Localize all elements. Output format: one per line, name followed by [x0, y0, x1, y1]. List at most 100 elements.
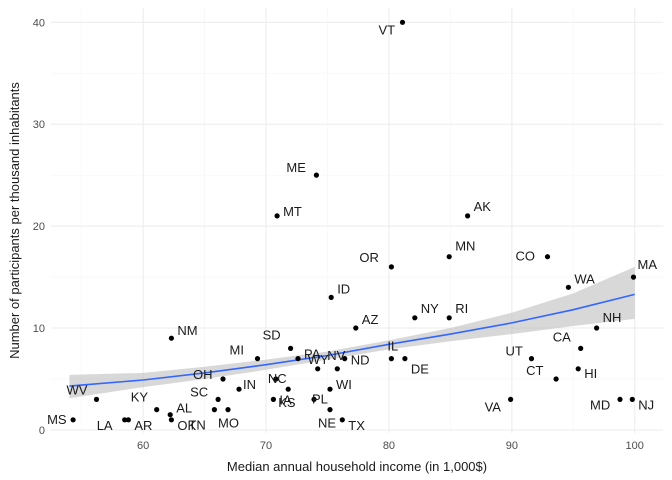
point-label-ak: AK — [474, 199, 492, 214]
data-point-md — [617, 396, 623, 402]
data-point-me — [313, 172, 319, 178]
data-point-al — [167, 412, 173, 418]
data-point-pa — [295, 356, 301, 362]
point-label-de: DE — [411, 362, 429, 377]
point-label-nm: NM — [177, 323, 197, 338]
data-point-mi — [254, 356, 261, 362]
data-point-or — [388, 264, 394, 270]
point-label-ny: NY — [421, 301, 439, 316]
point-label-wv: WV — [67, 382, 88, 397]
point-label-ne: NE — [318, 416, 336, 431]
point-label-oh: OH — [193, 367, 213, 382]
data-point-nc — [273, 376, 279, 382]
data-point-la — [122, 417, 128, 423]
data-point-wy — [315, 366, 321, 372]
data-point-va — [508, 396, 514, 402]
point-label-me: ME — [286, 160, 306, 175]
grid-lines — [51, 8, 663, 433]
data-point-pl — [311, 396, 317, 402]
data-point-mn — [446, 254, 452, 260]
point-label-ma: MA — [638, 257, 658, 272]
data-point-ia — [270, 396, 276, 402]
data-point-wa — [565, 284, 572, 290]
point-label-or: OR — [359, 250, 379, 265]
point-label-md: MD — [590, 397, 610, 412]
x-tick-label: 60 — [137, 440, 149, 452]
point-label-nc: NC — [268, 371, 287, 386]
data-point-vt — [399, 19, 406, 25]
x-axis-title: Median annual household income (in 1,000… — [227, 459, 487, 474]
point-label-nj: NJ — [638, 397, 654, 412]
point-label-ia: IA — [279, 392, 292, 407]
point-label-hi: HI — [584, 366, 597, 381]
data-point-nm — [168, 335, 174, 341]
data-point-tx — [339, 417, 345, 423]
data-point-id — [328, 294, 334, 300]
point-label-id: ID — [337, 281, 350, 296]
point-label-sc: SC — [190, 384, 208, 399]
y-tick-label: 40 — [33, 17, 45, 29]
point-label-mo: MO — [218, 416, 239, 431]
point-label-ms: MS — [47, 412, 67, 427]
trend-line — [69, 293, 635, 387]
data-point-ut — [528, 356, 535, 362]
point-label-ct: CT — [526, 363, 543, 378]
point-label-az: AZ — [362, 312, 379, 327]
data-point-wi — [327, 386, 333, 392]
y-tick-label: 30 — [33, 119, 45, 131]
data-point-ny — [412, 315, 418, 321]
tick-labels: 60 70 80 90 100 0 10 20 30 40 — [33, 17, 644, 452]
point-label-pa: PA — [304, 347, 321, 362]
point-label-mn: MN — [455, 239, 475, 254]
point-label-ar: AR — [134, 418, 152, 433]
data-point-nv — [334, 366, 340, 372]
data-point-ms — [70, 417, 76, 423]
point-label-wy: WY — [308, 352, 329, 367]
data-point-ri — [446, 315, 452, 321]
data-point-co — [544, 254, 551, 260]
data-point-tn — [211, 407, 217, 413]
x-tick-label: 90 — [506, 440, 518, 452]
point-label-ks: KS — [278, 395, 296, 410]
data-point-ks — [285, 386, 291, 392]
data-point-il — [388, 356, 394, 362]
data-point-nh — [594, 325, 600, 331]
point-label-in: IN — [243, 377, 256, 392]
point-label-nh: NH — [603, 310, 622, 325]
point-label-al: AL — [176, 401, 192, 416]
point-label-mi: MI — [230, 343, 244, 358]
point-label-ut: UT — [506, 344, 523, 359]
y-tick-label: 0 — [39, 425, 45, 437]
point-label-ca: CA — [553, 329, 571, 344]
point-label-ri: RI — [455, 301, 468, 316]
data-point-in — [236, 386, 242, 392]
data-point-ne — [327, 407, 333, 413]
data-point-ar — [125, 417, 131, 423]
data-point-hi — [575, 366, 581, 372]
point-label-la: LA — [97, 418, 113, 433]
data-point-mo — [225, 407, 231, 413]
y-tick-label: 20 — [33, 221, 45, 233]
point-label-wa: WA — [574, 271, 595, 286]
data-point-ca — [578, 345, 584, 351]
data-point-ma — [630, 274, 637, 280]
confidence-band — [69, 266, 635, 399]
point-label-co: CO — [516, 249, 536, 264]
data-point-ak — [465, 213, 471, 219]
y-tick-label: 10 — [33, 323, 45, 335]
data-point-wv — [93, 396, 100, 402]
point-label-sd: SD — [263, 327, 281, 342]
data-point-sc — [215, 396, 221, 402]
point-label-ok: OK — [177, 418, 196, 433]
point-label-nv: NV — [327, 348, 345, 363]
data-point-sd — [288, 345, 294, 351]
data-point-az — [353, 325, 359, 331]
data-points — [70, 19, 637, 423]
point-label-va: VA — [485, 399, 502, 414]
data-point-ct — [553, 376, 559, 382]
data-point-mt — [274, 213, 280, 219]
data-point-nj — [629, 396, 635, 402]
point-label-tx: TX — [348, 418, 365, 433]
